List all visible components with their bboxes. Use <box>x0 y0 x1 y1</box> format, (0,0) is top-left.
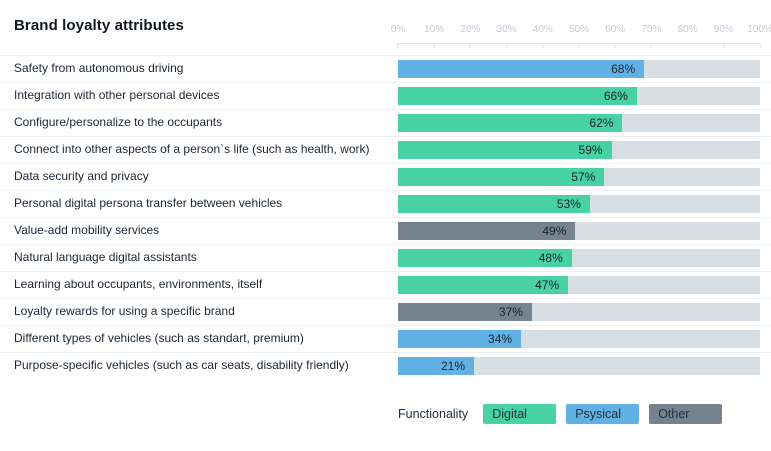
bar-value-label: 68% <box>611 62 636 76</box>
bar-value-label: 62% <box>589 116 614 130</box>
x-axis-tick-mark <box>687 43 689 48</box>
x-axis-tick-label: 80% <box>677 24 698 35</box>
bar-value-label: 48% <box>538 251 563 265</box>
legend-item-other[interactable]: Other <box>649 404 723 424</box>
bar-track: 21% <box>398 357 760 375</box>
bar-value-label: 47% <box>535 278 560 292</box>
bar-rows: Safety from autonomous driving 68% Integra… <box>0 55 771 379</box>
bar-segment[interactable]: 37% <box>398 303 532 321</box>
row-label: Data security and privacy <box>14 169 149 183</box>
x-axis-tick-label: 100% <box>747 24 771 35</box>
bar-value-label: 34% <box>488 332 513 346</box>
bar-segment[interactable]: 34% <box>398 330 522 348</box>
bar-value-label: 37% <box>498 305 523 319</box>
chart-title: Brand loyalty attributes <box>14 17 184 34</box>
bar-row: Natural language digital assistants 48% <box>0 244 771 271</box>
bar-track: 48% <box>398 249 760 267</box>
x-axis-tick-label: 10% <box>424 24 445 35</box>
x-axis-tick-mark <box>506 43 508 48</box>
bar-segment[interactable]: 47% <box>398 276 569 294</box>
row-label: Loyalty rewards for using a specific bra… <box>14 304 235 318</box>
legend: Functionality Digital Psysical Other <box>398 404 732 424</box>
bar-row: Personal digital persona transfer betwee… <box>0 190 771 217</box>
row-label: Personal digital persona transfer betwee… <box>14 196 283 210</box>
bar-segment[interactable]: 57% <box>398 168 605 186</box>
bar-value-label: 59% <box>578 143 603 157</box>
bar-row: Purpose-specific vehicles (such as car s… <box>0 352 771 379</box>
bar-row: Connect into other aspects of a person`s… <box>0 136 771 163</box>
bar-track: 59% <box>398 141 760 159</box>
x-axis-tick-label: 50% <box>568 24 590 35</box>
bar-segment[interactable]: 21% <box>398 357 475 375</box>
bar-track: 57% <box>398 168 760 186</box>
row-label: Value-add mobility services <box>14 223 160 237</box>
bar-track: 53% <box>398 195 760 213</box>
x-axis-tick-label: 20% <box>460 24 481 35</box>
bar-row: Configure/personalize to the occupants 62… <box>0 109 771 136</box>
legend-item-psysical[interactable]: Psysical <box>566 404 640 424</box>
bar-value-label: 53% <box>556 197 581 211</box>
bar-row: Integration with other personal devices 6… <box>0 82 771 109</box>
x-axis-tick-mark <box>650 43 652 48</box>
row-label: Learning about occupants, environments, … <box>14 277 263 291</box>
bar-segment[interactable]: 48% <box>398 249 572 267</box>
legend-item-digital[interactable]: Digital <box>483 404 557 424</box>
x-axis-tick-mark <box>614 43 616 48</box>
bar-row: Different types of vehicles (such as sta… <box>0 325 771 352</box>
x-axis-tick-mark <box>433 43 435 48</box>
row-label: Integration with other personal devices <box>14 88 220 102</box>
bar-segment[interactable]: 49% <box>398 222 576 240</box>
x-axis-tick-label: 40% <box>532 24 553 35</box>
row-label: Safety from autonomous driving <box>14 61 184 75</box>
x-axis-tick-mark <box>542 43 544 48</box>
x-axis-tick-label: 70% <box>641 24 662 35</box>
bar-segment[interactable]: 66% <box>398 87 637 105</box>
bar-segment[interactable]: 59% <box>398 141 612 159</box>
bar-track: 62% <box>398 114 760 132</box>
bar-track: 47% <box>398 276 760 294</box>
x-axis-tick-label: 30% <box>496 24 517 35</box>
row-label: Different types of vehicles (such as sta… <box>14 331 304 345</box>
bar-track: 37% <box>398 303 760 321</box>
bar-track: 68% <box>398 60 760 78</box>
x-axis-tick-mark <box>397 43 399 48</box>
bar-row: Safety from autonomous driving 68% <box>0 55 771 82</box>
bar-segment[interactable]: 53% <box>398 195 590 213</box>
bar-segment[interactable]: 62% <box>398 114 623 132</box>
bar-track: 34% <box>398 330 760 348</box>
bar-value-label: 66% <box>603 89 628 103</box>
legend-title: Functionality <box>398 407 469 421</box>
bar-value-label: 57% <box>571 170 596 184</box>
bar-track: 66% <box>398 87 760 105</box>
bar-row: Value-add mobility services 49% <box>0 217 771 244</box>
x-axis: 0% 10% 20% 30% 40% 50% 60% 70% 80% 90% 100% <box>391 24 771 50</box>
bar-row: Loyalty rewards for using a specific bra… <box>0 298 771 325</box>
bar-segment[interactable]: 68% <box>398 60 645 78</box>
bar-value-label: 21% <box>440 359 466 373</box>
x-axis-tick-mark <box>469 43 471 48</box>
bar-row: Data security and privacy 57% <box>0 163 771 190</box>
row-label: Natural language digital assistants <box>14 250 197 264</box>
bar-track: 49% <box>398 222 760 240</box>
bar-row: Learning about occupants, environments, … <box>0 271 771 298</box>
bar-value-label: 49% <box>542 224 567 238</box>
row-label: Purpose-specific vehicles (such as car s… <box>14 358 349 372</box>
x-axis-tick-label: 60% <box>605 24 626 35</box>
x-axis-tick-label: 90% <box>713 24 734 35</box>
row-label: Connect into other aspects of a person`s… <box>14 142 370 156</box>
x-axis-tick-mark <box>759 43 761 48</box>
row-label: Configure/personalize to the occupants <box>14 115 223 129</box>
x-axis-tick-mark <box>578 43 580 48</box>
x-axis-tick-mark <box>723 43 725 48</box>
x-axis-tick-label: 0% <box>390 24 406 35</box>
